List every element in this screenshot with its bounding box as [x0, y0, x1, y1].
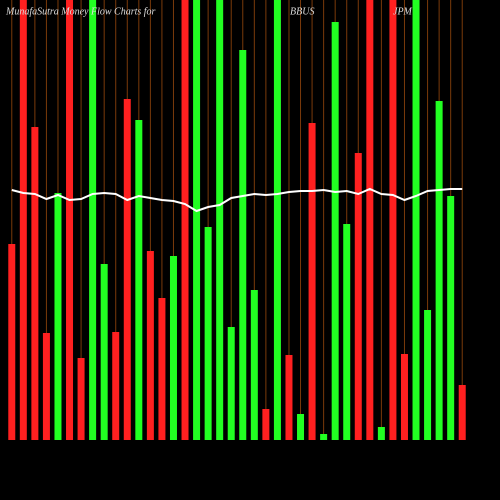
symbol: BBUS	[290, 6, 314, 17]
bar	[8, 244, 16, 440]
bar	[66, 0, 74, 440]
chart-title: MunafaSutra Money Flow Charts for	[5, 6, 156, 17]
bar	[135, 120, 143, 440]
bar	[458, 385, 466, 440]
money-flow-line	[11, 187, 463, 213]
bar	[54, 193, 62, 440]
bar	[123, 99, 131, 440]
bar	[447, 196, 455, 440]
bar	[320, 434, 328, 440]
bar	[389, 0, 397, 440]
bar	[273, 0, 281, 440]
bar	[412, 0, 420, 440]
bar	[366, 0, 374, 440]
bar	[400, 354, 408, 440]
bar	[424, 310, 432, 440]
bar	[262, 409, 270, 440]
bar	[77, 358, 85, 440]
bar	[204, 227, 212, 440]
bar	[285, 355, 293, 440]
bar	[19, 0, 27, 440]
bar	[89, 0, 97, 440]
bar	[158, 298, 166, 440]
bar	[193, 0, 201, 440]
bar	[227, 327, 235, 440]
bar	[297, 414, 305, 440]
bar	[435, 101, 443, 440]
bar	[31, 127, 39, 440]
bar	[146, 251, 154, 440]
bar	[169, 256, 177, 440]
bar	[308, 123, 316, 440]
bar	[100, 264, 108, 440]
bar	[354, 153, 362, 440]
bar	[216, 0, 224, 440]
bar	[112, 332, 120, 440]
company: JPM	[393, 6, 413, 17]
bar	[42, 333, 50, 440]
bar	[181, 0, 189, 440]
bar	[377, 427, 385, 440]
bar	[343, 224, 351, 440]
bar	[239, 50, 247, 440]
bar	[250, 290, 258, 440]
bar	[331, 22, 339, 440]
